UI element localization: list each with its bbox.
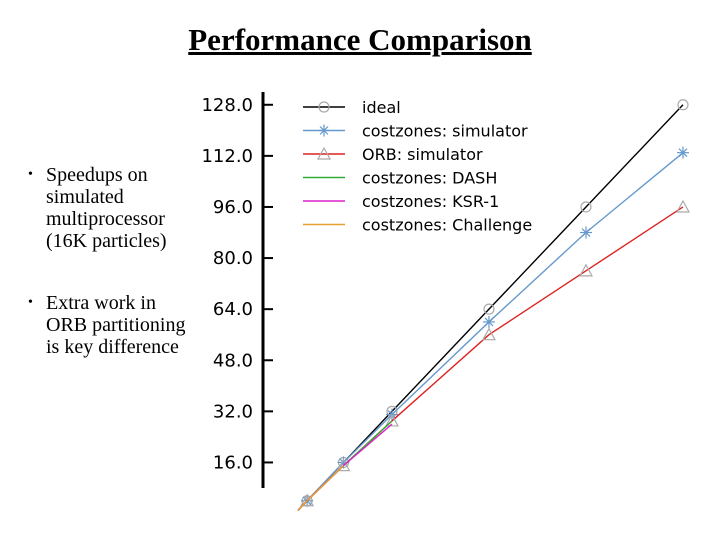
legend-label: costzones: simulator — [362, 122, 528, 141]
y-tick-label: 32.0 — [213, 401, 253, 422]
bullet-item: • Speedups on simulated multiprocessor (… — [28, 164, 198, 252]
series-line — [297, 420, 393, 511]
data-point — [675, 199, 691, 213]
data-point — [579, 226, 592, 239]
data-point — [336, 458, 351, 472]
y-tick-label: 128.0 — [201, 95, 253, 116]
legend-label: ideal — [362, 98, 401, 117]
data-point — [482, 315, 495, 328]
bullet-dot-icon: • — [28, 295, 33, 310]
bullet-item: • Extra work in ORB partitioning is key … — [28, 292, 198, 358]
bullet-list: • Speedups on simulated multiprocessor (… — [28, 164, 198, 398]
data-point — [580, 201, 592, 213]
y-tick-label: 96.0 — [213, 197, 253, 218]
data-point — [481, 327, 496, 341]
y-tick-label: 112.0 — [201, 146, 253, 167]
bullet-text: Speedups on simulated multiprocessor (16… — [46, 164, 167, 252]
data-point — [677, 99, 689, 111]
slide-title: Performance Comparison — [188, 22, 532, 57]
y-tick-label: 64.0 — [213, 299, 253, 320]
legend-label: costzones: DASH — [362, 169, 497, 188]
data-point — [578, 263, 594, 277]
bullet-text: Extra work in ORB partitioning is key di… — [46, 292, 186, 358]
data-point — [483, 303, 495, 315]
legend-marker — [316, 146, 332, 160]
y-tick-label: 48.0 — [213, 350, 253, 371]
data-point — [384, 413, 399, 427]
bullet-dot-icon: • — [28, 167, 33, 182]
legend-label: costzones: KSR-1 — [362, 192, 499, 211]
data-point — [300, 493, 315, 507]
legend-marker — [318, 101, 330, 113]
y-tick-label: 80.0 — [213, 248, 253, 269]
legend-marker — [318, 124, 330, 137]
data-point — [677, 146, 689, 159]
series-line — [297, 465, 344, 511]
legend-label: costzones: Challenge — [362, 216, 532, 235]
legend-label: ORB: simulator — [362, 145, 483, 164]
series-line — [297, 206, 684, 511]
y-tick-label: 16.0 — [213, 452, 253, 473]
